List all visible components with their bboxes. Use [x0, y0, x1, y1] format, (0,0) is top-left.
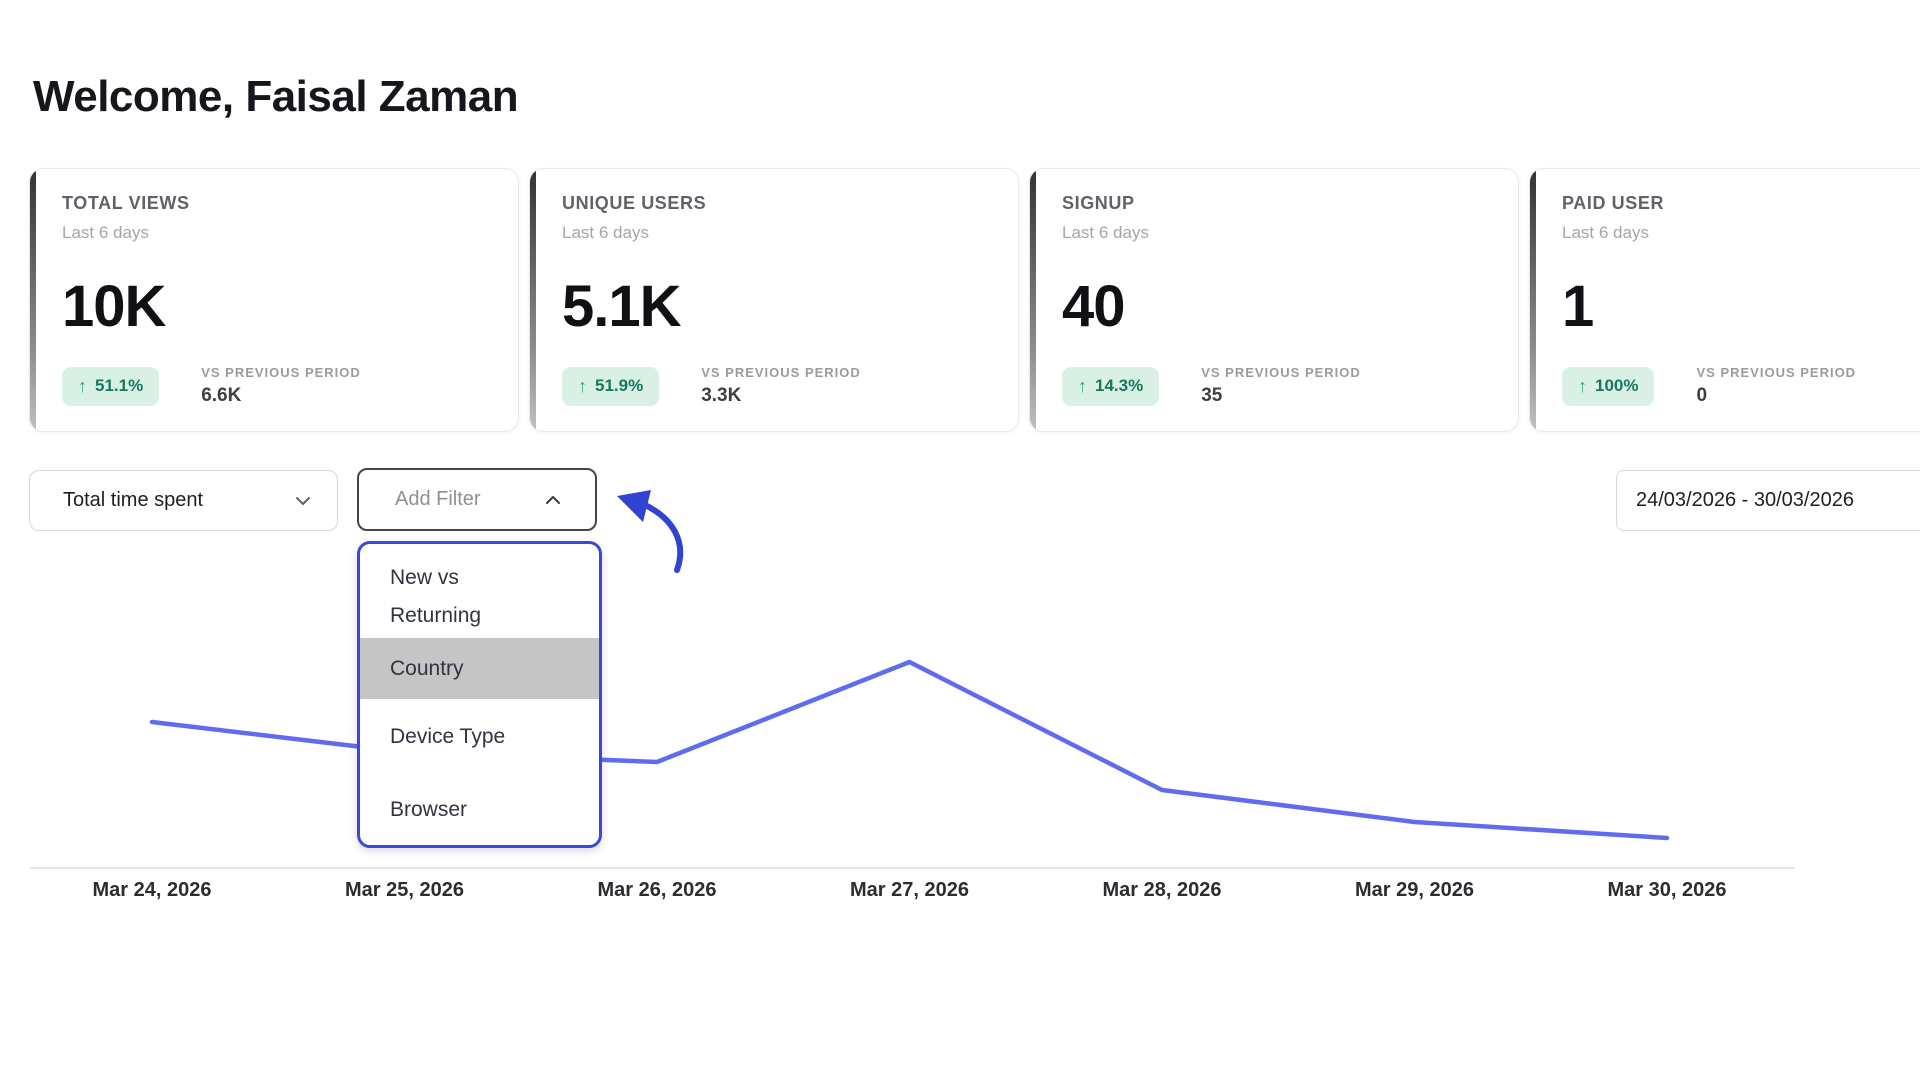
- trend-badge: ↑ 100%: [1562, 366, 1655, 406]
- card-value: 10K: [62, 274, 166, 339]
- trend-badge: ↑ 14.3%: [1062, 366, 1160, 406]
- menu-item-label: New vs Returning: [390, 566, 482, 628]
- hand-drawn-arrow-icon: [617, 490, 684, 573]
- add-filter-menu: New vs Returning Country Device Type Bro…: [357, 541, 602, 848]
- menu-item-label: Country: [390, 656, 464, 680]
- card-value: 40: [1062, 274, 1126, 339]
- trend-change-value: 14.3%: [1095, 376, 1144, 395]
- previous-period-value: 6.6K: [201, 385, 242, 406]
- trend-badge: ↑ 51.1%: [62, 366, 160, 406]
- trend-up-icon: ↑: [1078, 375, 1087, 396]
- trend-up-icon: ↑: [1578, 375, 1587, 396]
- trend-up-icon: ↑: [578, 375, 587, 396]
- trend-change-value: 51.9%: [595, 376, 644, 395]
- trend-up-icon: ↑: [78, 375, 87, 396]
- previous-period-value: 0: [1696, 385, 1708, 406]
- previous-period-value: 35: [1201, 385, 1223, 406]
- card-accent-bar: [1530, 169, 1536, 431]
- date-range-value: 24/03/2026 - 30/03/2026: [1636, 489, 1854, 511]
- menu-item-label: Browser: [390, 797, 468, 821]
- card-subtitle: Last 6 days: [562, 223, 649, 242]
- trend-change-value: 51.1%: [95, 376, 144, 395]
- card-accent-bar: [530, 169, 536, 431]
- card-value: 5.1K: [562, 274, 682, 339]
- stat-card-unique-users: UNIQUE USERS Last 6 days 5.1K ↑ 51.9% VS…: [529, 168, 1019, 432]
- vs-previous-label: VS PREVIOUS PERIOD: [1201, 365, 1361, 380]
- metric-select[interactable]: Total time spent: [29, 470, 338, 531]
- chevron-up-icon: [546, 495, 560, 504]
- date-range-input[interactable]: 24/03/2026 - 30/03/2026: [1616, 470, 1920, 531]
- card-title: UNIQUE USERS: [562, 193, 707, 213]
- vs-previous-label: VS PREVIOUS PERIOD: [701, 365, 861, 380]
- trend-change-value: 100%: [1595, 376, 1639, 395]
- menu-item-new-vs-returning[interactable]: New vs Returning: [360, 544, 599, 638]
- trend-badge: ↑ 51.9%: [562, 366, 660, 406]
- vs-previous-label: VS PREVIOUS PERIOD: [1696, 365, 1857, 380]
- menu-item-label: Device Type: [390, 724, 506, 748]
- menu-item-country[interactable]: Country: [360, 638, 599, 700]
- stat-cards-row: TOTAL VIEWS Last 6 days 10K ↑ 51.1% VS P…: [29, 168, 1920, 432]
- vs-previous-label: VS PREVIOUS PERIOD: [201, 365, 361, 380]
- stat-card-paid-user: PAID USER Last 6 days 1 ↑ 100% VS PREVIO…: [1529, 168, 1920, 432]
- stat-card-total-views: TOTAL VIEWS Last 6 days 10K ↑ 51.1% VS P…: [29, 168, 519, 432]
- chevron-down-icon: [296, 496, 310, 505]
- stat-card-signup: SIGNUP Last 6 days 40 ↑ 14.3% VS PREVIOU…: [1029, 168, 1519, 432]
- page-title: Welcome, Faisal Zaman: [33, 72, 519, 121]
- card-value: 1: [1562, 274, 1594, 339]
- card-title: TOTAL VIEWS: [62, 193, 190, 213]
- card-subtitle: Last 6 days: [62, 223, 149, 242]
- metric-select-value: Total time spent: [63, 489, 204, 511]
- card-subtitle: Last 6 days: [1562, 223, 1649, 242]
- menu-item-browser[interactable]: Browser: [360, 774, 599, 845]
- card-title: PAID USER: [1562, 193, 1665, 213]
- card-subtitle: Last 6 days: [1062, 223, 1149, 242]
- previous-period-value: 3.3K: [701, 385, 742, 406]
- add-filter-label: Add Filter: [395, 488, 481, 510]
- card-title: SIGNUP: [1062, 193, 1135, 213]
- menu-item-device-type[interactable]: Device Type: [360, 699, 599, 774]
- card-accent-bar: [30, 169, 36, 431]
- add-filter-button[interactable]: Add Filter: [357, 468, 597, 531]
- card-accent-bar: [1030, 169, 1036, 431]
